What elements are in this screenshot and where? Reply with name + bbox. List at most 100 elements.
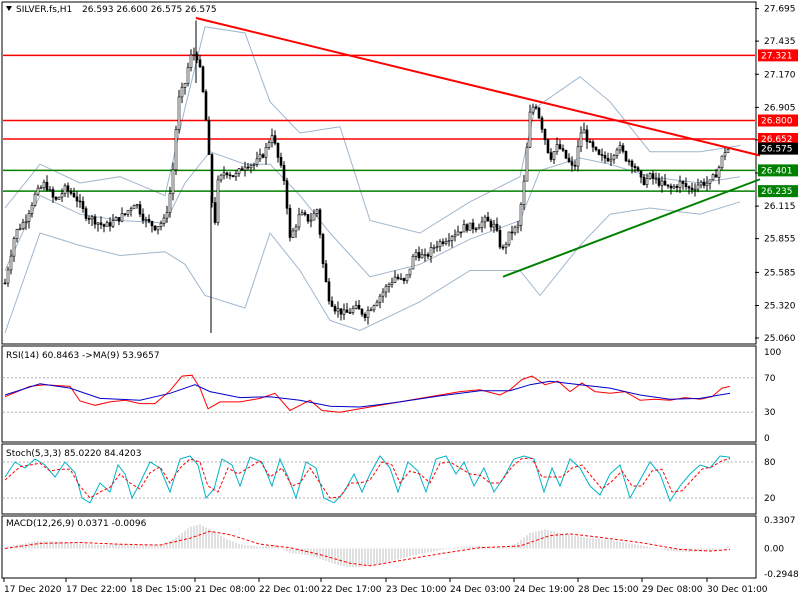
candle-body: [654, 178, 658, 180]
macd-panel[interactable]: [1, 515, 757, 579]
candle-body: [366, 309, 370, 318]
candle-body: [696, 184, 700, 190]
stoch-panel[interactable]: [1, 443, 757, 515]
candle-body: [639, 170, 643, 178]
candle-body: [339, 308, 343, 315]
candle-body: [354, 304, 358, 309]
candle-body: [471, 222, 475, 230]
x-tick-label: 22 Dec 01:00: [259, 585, 320, 595]
candle-body: [672, 185, 676, 189]
macd-tick-label: -0.2948: [764, 570, 799, 580]
candle-body: [243, 166, 247, 171]
candle-body: [504, 243, 508, 248]
candle-body: [228, 174, 232, 177]
candle-body: [318, 209, 322, 235]
candle-body: [147, 219, 151, 222]
candle-body: [591, 141, 595, 148]
candle-body: [537, 107, 541, 119]
chart-header: SILVER.fs,H1 26.593 26.600 26.575 26.575: [6, 5, 217, 15]
candle-body: [636, 167, 640, 172]
macd-tick-label: 0.00: [764, 545, 784, 555]
rsi-tick-label: 100: [764, 348, 781, 358]
candle-body: [336, 308, 340, 312]
x-tick-label: 17 Dec 2020: [4, 585, 62, 595]
x-tick-label: 22 Dec 17:00: [321, 585, 382, 595]
macd-signal-line: [4, 530, 731, 567]
candle-body: [279, 157, 283, 166]
candle-body: [153, 225, 157, 231]
x-tick-label: 24 Dec 19:00: [514, 585, 575, 595]
candle-body: [369, 309, 373, 312]
resistance-level-label: 26.800: [761, 117, 793, 127]
current-price-label: 26.575: [761, 145, 793, 155]
candle-body: [198, 59, 202, 68]
candle-body: [15, 229, 19, 239]
rsi-tick-label: 30: [764, 408, 776, 418]
candle-body: [594, 146, 598, 151]
candle-body: [486, 216, 490, 222]
candle-body: [183, 83, 187, 88]
candle-body: [78, 200, 82, 203]
price-tick-label: 25.855: [764, 235, 796, 245]
candle-body: [501, 246, 505, 249]
candle-body: [69, 190, 73, 194]
rsi-title: RSI(14) 60.8463 ->MA(9) 53.9657: [6, 351, 160, 361]
price-tick-label: 25.060: [764, 334, 796, 344]
candle-body: [192, 53, 196, 56]
candle-body: [219, 174, 223, 181]
candle-body: [507, 231, 511, 245]
axis-layer: 27.69527.43527.17026.90526.64526.38026.1…: [3, 5, 799, 595]
candle-body: [600, 154, 604, 156]
candle-body: [285, 180, 289, 209]
rsi-panel[interactable]: [1, 345, 757, 443]
candle-body: [303, 212, 307, 215]
candle-body: [255, 158, 259, 165]
candle-body: [630, 160, 634, 167]
candle-body: [597, 149, 601, 155]
candle-body: [24, 221, 28, 223]
macd-tick-label: 0.3307: [764, 516, 796, 526]
candle-body: [528, 111, 532, 148]
candle-body: [609, 158, 613, 162]
candle-body: [402, 278, 406, 281]
candle-body: [258, 154, 262, 160]
candle-body: [531, 106, 535, 113]
candle-body: [621, 145, 625, 152]
candle-body: [63, 185, 67, 194]
candle-body: [18, 228, 22, 231]
candle-body: [21, 222, 25, 230]
candle-body: [330, 300, 334, 307]
candle-body: [687, 186, 691, 189]
candle-body: [426, 254, 430, 257]
resistance-trendline[interactable]: [195, 17, 761, 157]
candle-body: [12, 238, 16, 257]
candle-body: [459, 231, 463, 234]
candle-body: [582, 129, 586, 134]
candle-body: [681, 181, 685, 184]
candle-body: [201, 66, 205, 92]
x-tick-label: 24 Dec 03:00: [450, 585, 511, 595]
candle-body: [705, 182, 709, 186]
candle-body: [516, 224, 520, 228]
candle-body: [576, 146, 580, 167]
candle-body: [309, 219, 313, 222]
candle-body: [549, 152, 553, 160]
candle-body: [252, 164, 256, 166]
candle-body: [555, 144, 559, 152]
candle-body: [135, 204, 139, 207]
candle-body: [432, 247, 436, 249]
candle-body: [546, 139, 550, 153]
candle-body: [45, 181, 49, 191]
support-trendline[interactable]: [502, 178, 761, 278]
dropdown-triangle-icon[interactable]: [6, 6, 12, 11]
candle-body: [615, 149, 619, 156]
candle-body: [372, 305, 376, 311]
candle-body: [57, 196, 61, 200]
candle-body: [297, 214, 301, 228]
candle-body: [606, 157, 610, 162]
candle-body: [3, 282, 7, 285]
candle-body: [300, 212, 304, 216]
candle-body: [420, 254, 424, 259]
